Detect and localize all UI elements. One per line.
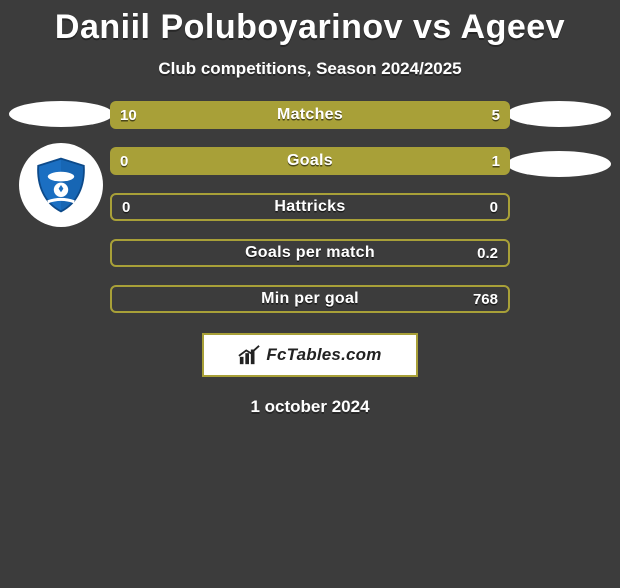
metric-row: 00Hattricks: [110, 193, 510, 221]
page-title: Daniil Poluboyarinov vs Ageev: [0, 8, 620, 47]
snapshot-date: 1 october 2024: [0, 397, 620, 417]
page-subtitle: Club competitions, Season 2024/2025: [0, 59, 620, 79]
comparison-panel: 105Matches 01Goals 00Hattricks 0.2Goals per…: [0, 101, 620, 313]
metric-label: Goals: [110, 147, 510, 175]
left-club-badge: [19, 143, 103, 227]
bar-chart-icon: [238, 344, 260, 366]
branding-text: FcTables.com: [266, 345, 381, 365]
metric-row: 0.2Goals per match: [110, 239, 510, 267]
metric-label: Matches: [110, 101, 510, 129]
metric-row: 01Goals: [110, 147, 510, 175]
metric-row: 768Min per goal: [110, 285, 510, 313]
right-player-avatar-placeholder: [507, 101, 611, 127]
right-club-badge-placeholder: [507, 151, 611, 177]
shield-icon: [31, 155, 91, 215]
right-player-column: [504, 101, 614, 177]
metric-bars: 105Matches 01Goals 00Hattricks 0.2Goals per…: [110, 101, 510, 313]
metric-label: Hattricks: [112, 195, 508, 219]
left-player-column: [6, 101, 116, 227]
metric-label: Goals per match: [112, 241, 508, 265]
left-player-avatar-placeholder: [9, 101, 113, 127]
metric-label: Min per goal: [112, 287, 508, 311]
metric-row: 105Matches: [110, 101, 510, 129]
branding-badge: FcTables.com: [202, 333, 418, 377]
